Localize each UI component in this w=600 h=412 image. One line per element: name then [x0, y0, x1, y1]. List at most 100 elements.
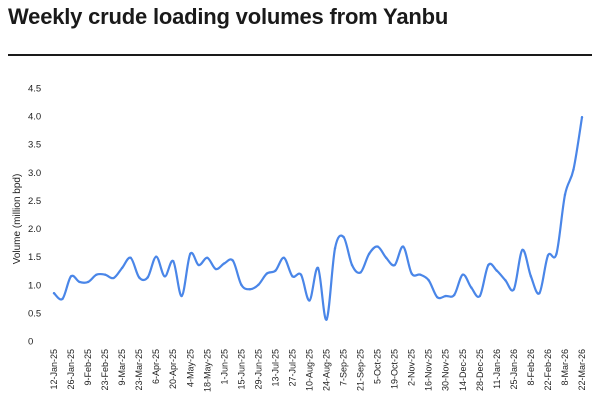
x-tick-label: 12-Jan-25 — [49, 349, 59, 390]
x-tick-label: 22-Mar-26 — [577, 349, 587, 391]
data-point — [163, 275, 166, 278]
data-point — [410, 272, 413, 275]
x-tick-label: 23-Feb-25 — [100, 349, 110, 391]
data-point — [154, 255, 158, 258]
y-tick-label: 1.0 — [28, 280, 41, 291]
data-point — [214, 267, 218, 271]
data-point — [146, 276, 149, 279]
x-tick-label: 2-Nov-25 — [407, 349, 417, 386]
y-axis-ticks: 0 0.5 1.0 1.5 2.0 2.5 3.0 3.5 4.0 4.5 — [28, 84, 41, 348]
x-tick-label: 27-Jul-25 — [287, 349, 297, 387]
x-tick-label: 21-Sep-25 — [356, 349, 366, 391]
x-tick-label: 25-Jan-26 — [509, 349, 519, 390]
data-point — [69, 275, 73, 278]
x-tick-label: 14-Dec-25 — [458, 349, 468, 391]
data-point — [376, 245, 379, 248]
y-tick-label: 0 — [28, 337, 33, 348]
x-tick-label: 15-Jun-25 — [236, 349, 246, 390]
x-tick-label: 24-Aug-25 — [322, 349, 332, 391]
data-point — [546, 254, 550, 257]
data-point — [240, 283, 243, 286]
data-point — [495, 269, 499, 272]
data-point — [137, 276, 141, 279]
x-tick-label: 23-Mar-25 — [134, 349, 144, 391]
data-point — [189, 252, 192, 256]
data-point — [316, 266, 320, 270]
data-point — [580, 116, 584, 119]
y-tick-label: 0.5 — [28, 308, 41, 319]
data-point — [529, 275, 533, 278]
data-point — [538, 292, 541, 295]
x-tick-label: 26-Jan-25 — [66, 349, 76, 390]
x-tick-label: 8-Mar-26 — [560, 349, 570, 386]
title-divider — [8, 54, 592, 56]
data-point — [291, 275, 294, 278]
x-tick-label: 7-Sep-25 — [339, 349, 349, 386]
x-tick-label: 16-Nov-25 — [424, 349, 434, 391]
x-tick-label: 1-Jun-25 — [219, 349, 229, 385]
x-tick-label: 6-Apr-25 — [151, 349, 161, 384]
data-point — [61, 297, 64, 301]
x-tick-label: 9-Feb-25 — [83, 349, 93, 386]
data-point — [282, 256, 286, 259]
data-point — [206, 256, 209, 259]
data-point — [555, 252, 558, 256]
data-point — [418, 273, 422, 276]
data-point — [308, 299, 311, 302]
data-point — [461, 273, 464, 276]
data-point — [299, 273, 303, 276]
data-point — [112, 276, 115, 280]
data-point — [180, 294, 183, 298]
data-point — [427, 279, 430, 282]
data-point — [436, 295, 439, 299]
data-point — [367, 252, 371, 256]
data-point — [86, 280, 90, 284]
x-tick-label: 30-Nov-25 — [441, 349, 451, 391]
x-tick-label: 28-Dec-25 — [475, 349, 485, 391]
x-tick-label: 9-Mar-25 — [117, 349, 127, 386]
y-tick-label: 2.0 — [28, 224, 41, 235]
data-point — [172, 259, 175, 263]
data-point — [470, 286, 473, 289]
data-point — [223, 262, 226, 265]
data-point — [563, 193, 567, 197]
data-point — [504, 279, 507, 282]
series-line — [52, 116, 584, 321]
data-point — [359, 271, 362, 274]
x-tick-label: 13-Jul-25 — [270, 349, 280, 387]
data-point — [384, 256, 388, 259]
data-point — [78, 280, 81, 284]
y-tick-label: 4.0 — [28, 112, 41, 123]
series-group — [52, 116, 584, 321]
data-point — [342, 235, 345, 239]
page-title: Weekly crude loading volumes from Yanbu — [8, 4, 449, 29]
data-point — [350, 263, 354, 267]
data-point — [444, 294, 447, 298]
x-tick-label: 18-May-25 — [202, 349, 212, 392]
y-tick-label: 1.5 — [28, 252, 41, 263]
data-point — [333, 247, 337, 250]
data-point — [265, 272, 269, 275]
data-point — [52, 292, 56, 295]
y-tick-label: 4.5 — [28, 84, 41, 95]
data-point — [453, 293, 456, 297]
data-point — [401, 245, 405, 248]
x-tick-label: 29-Jun-25 — [253, 349, 263, 390]
y-tick-label: 3.0 — [28, 168, 41, 179]
data-point — [197, 263, 200, 267]
data-point — [103, 273, 107, 276]
data-point — [120, 266, 124, 270]
y-axis-label: Volume (million bpd) — [12, 174, 23, 265]
y-tick-label: 2.5 — [28, 196, 41, 207]
y-tick-label: 3.5 — [28, 140, 41, 151]
data-point — [325, 318, 328, 321]
data-point — [274, 269, 277, 272]
x-axis-ticks: 12-Jan-25 26-Jan-25 9-Feb-25 23-Feb-25 9-Mar… — [49, 349, 587, 392]
x-tick-label: 22-Feb-26 — [543, 349, 553, 391]
data-point — [257, 283, 260, 286]
x-tick-label: 5-Oct-25 — [373, 349, 383, 384]
x-tick-label: 10-Aug-25 — [304, 349, 314, 391]
data-point — [393, 263, 396, 267]
data-point — [572, 168, 575, 171]
